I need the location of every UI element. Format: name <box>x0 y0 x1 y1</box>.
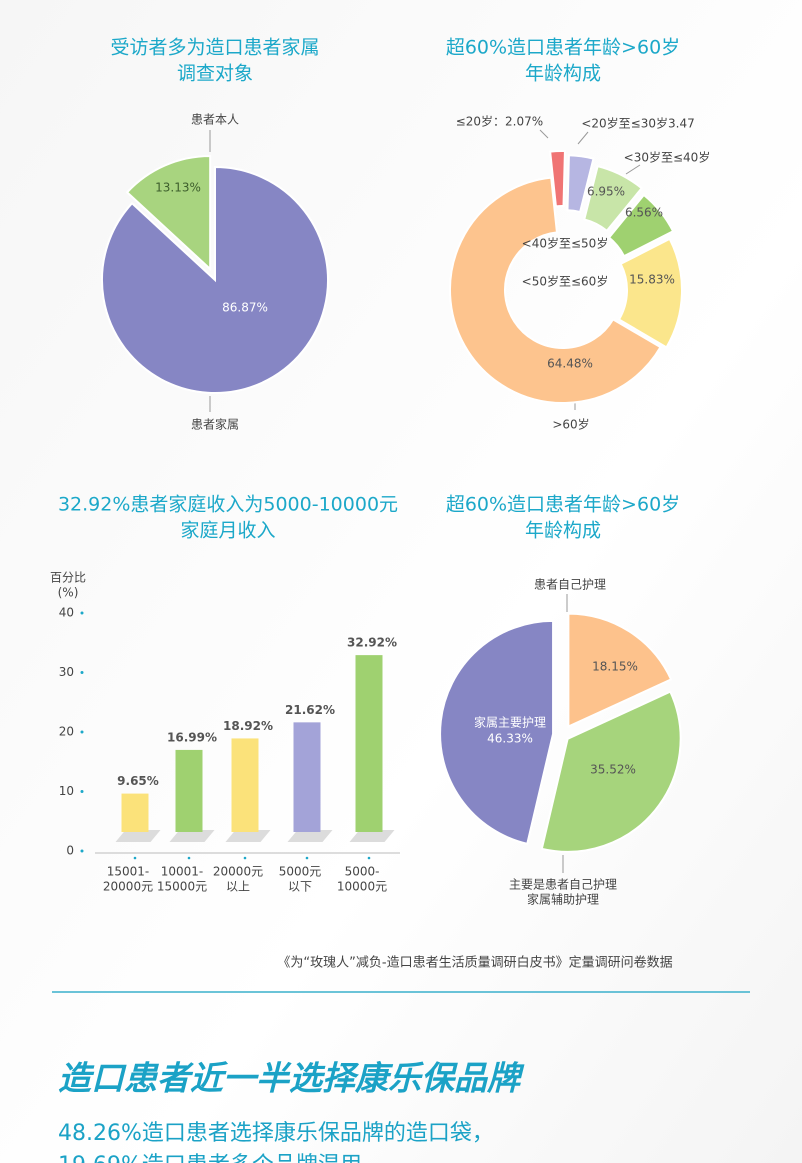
value-label: 13.13% <box>155 181 201 195</box>
bar <box>231 738 259 832</box>
value-label: 21.62% <box>285 703 335 717</box>
tick-mark <box>80 849 84 853</box>
value-label: 2.07% <box>505 115 543 129</box>
category-label: 患者本人 <box>191 113 239 127</box>
category-label: 患者自己护理 <box>534 578 606 592</box>
slice <box>617 237 683 349</box>
category-label: 主要是患者自己护理家属辅助护理 <box>509 877 617 906</box>
slice <box>101 165 329 394</box>
value-label: 15.83% <box>629 273 675 287</box>
x-tick-label: 15001-20000元 <box>103 864 153 893</box>
chart-title: 受访者多为造口患者家属 <box>110 37 319 59</box>
slice <box>449 176 662 404</box>
value-label: 18.92% <box>223 719 273 733</box>
source-note: 《为“玫瑰人”减负-造口患者生活质量调研白皮书》定量调研问卷数据 <box>277 955 672 971</box>
value-label: 18.15% <box>592 660 638 674</box>
chart-subtitle: 年龄构成 <box>525 520 601 542</box>
y-tick-label: 10 <box>59 784 74 798</box>
tick-mark <box>80 671 84 674</box>
x-tick-label: 10001-15000元 <box>157 864 207 893</box>
slice <box>549 150 566 208</box>
category-label: >60岁 <box>552 417 589 432</box>
value-label: 6.95% <box>587 185 625 199</box>
bar-base <box>225 830 271 842</box>
value-label: 64.48% <box>547 357 593 371</box>
x-tick-label: 20000元以上 <box>213 864 263 893</box>
tick-mark <box>80 611 84 615</box>
bar <box>355 655 383 832</box>
slice <box>439 619 555 846</box>
slice <box>566 154 595 214</box>
value-label: 35.52% <box>590 763 636 777</box>
category-label: 家属主要护理 <box>474 715 546 730</box>
category-label: <40岁至≤50岁 <box>522 236 609 251</box>
x-tick-dot <box>187 856 191 860</box>
slice <box>567 612 673 729</box>
category-label: <20岁至≤30岁 <box>581 116 668 131</box>
x-tick-dot <box>133 856 137 860</box>
value-label: 46.33% <box>487 732 533 746</box>
chart-title: 32.92%患者家庭收入为5000-10000元 <box>58 494 398 516</box>
leader-line <box>539 129 549 139</box>
chart-subtitle: 年龄构成 <box>525 63 601 85</box>
chart-title: 超60%造口患者年龄>60岁 <box>446 494 680 516</box>
category-label: ≤20岁： <box>456 114 505 129</box>
leader-line <box>577 131 589 145</box>
bar-base <box>169 830 215 842</box>
x-tick-dot <box>305 856 309 860</box>
bar <box>121 793 149 832</box>
x-tick-label: 5000-10000元 <box>337 864 387 893</box>
value-label: 3.47 <box>668 117 695 131</box>
slice <box>540 690 682 853</box>
category-label: 患者家属 <box>191 417 239 432</box>
y-tick-label: 40 <box>59 606 74 620</box>
x-tick-label: 5000元以下 <box>279 864 322 893</box>
section-heading: 造口患者近一半选择康乐保品牌 <box>58 1059 525 1098</box>
bar-base <box>349 830 395 842</box>
body-line: 19.69%造口患者多个品牌混用 <box>58 1153 362 1163</box>
bar-base <box>287 830 333 842</box>
y-tick-label: 20 <box>59 725 74 739</box>
y-axis-label: 百分比(%) <box>50 570 86 599</box>
chart-subtitle: 家庭月收入 <box>180 520 275 542</box>
chart-title: 超60%造口患者年龄>60岁 <box>446 37 680 59</box>
bar <box>293 722 321 832</box>
value-label: 32.92% <box>347 636 397 650</box>
value-label: 16.99% <box>167 730 217 744</box>
y-tick-label: 0 <box>66 844 74 858</box>
value-label: 86.87% <box>222 301 268 315</box>
tick-mark <box>80 790 84 793</box>
slice <box>125 155 212 272</box>
bar <box>175 749 203 832</box>
bar-base <box>115 830 161 842</box>
x-tick-dot <box>243 856 247 860</box>
tick-mark <box>80 730 84 734</box>
category-label: <50岁至≤60岁 <box>522 274 609 289</box>
category-label: <30岁至≤40岁 <box>624 150 711 165</box>
body-line: 48.26%造口患者选择康乐保品牌的造口袋， <box>58 1121 494 1146</box>
y-tick-label: 30 <box>59 665 74 679</box>
chart-subtitle: 调查对象 <box>177 63 253 85</box>
slice <box>583 164 644 233</box>
leader-line <box>625 164 641 175</box>
x-tick-dot <box>367 856 371 860</box>
value-label: 6.56% <box>625 206 663 220</box>
slice <box>607 193 675 258</box>
value-label: 9.65% <box>117 774 159 788</box>
